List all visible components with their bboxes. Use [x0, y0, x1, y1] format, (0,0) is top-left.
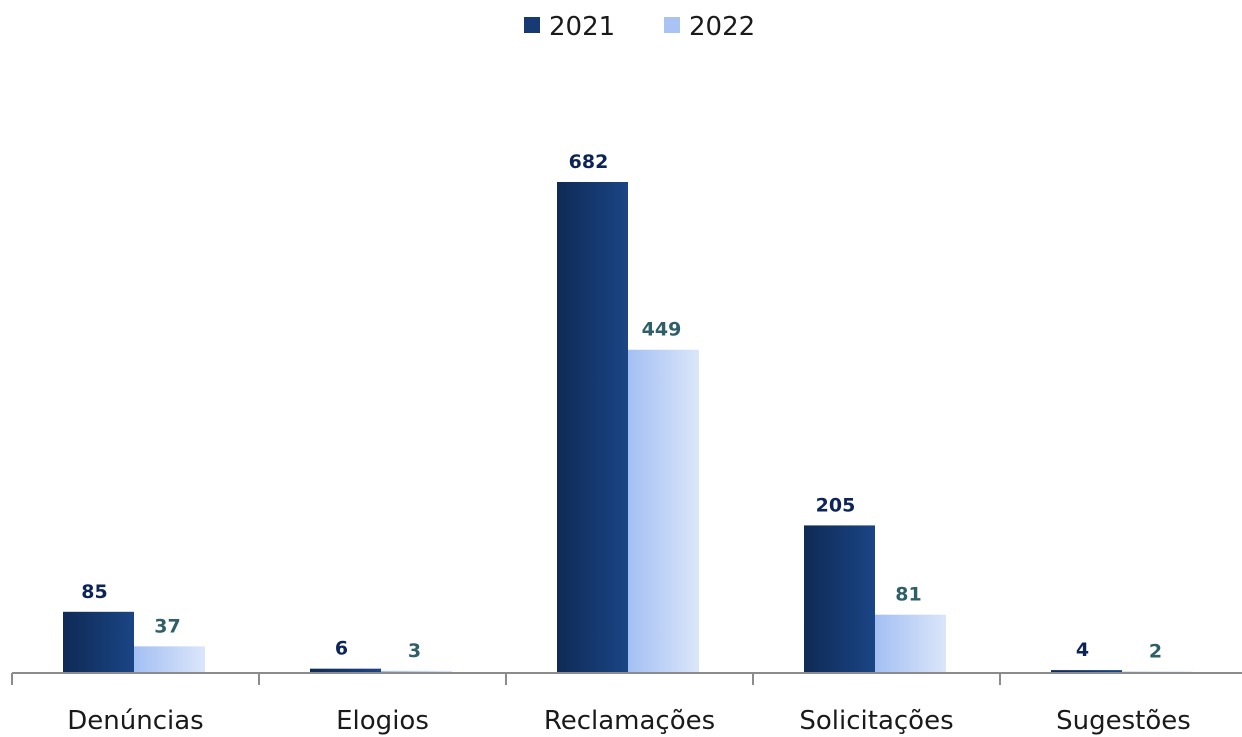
bar-2021-4: [1051, 670, 1122, 673]
bars-group: [63, 182, 1193, 673]
category-label-1: Elogios: [336, 706, 429, 736]
value-label-2021-4: 4: [1076, 639, 1089, 661]
bar-2022-0: [134, 646, 205, 673]
value-label-2021-2: 682: [569, 151, 609, 173]
legend-label-2021: 2021: [549, 12, 615, 42]
legend: 2021 2022: [524, 12, 755, 42]
bar-2021-3: [804, 525, 875, 673]
legend-swatch-2022: [664, 17, 680, 33]
category-label-0: Denúncias: [67, 706, 203, 736]
bar-2022-1: [381, 670, 452, 673]
bar-2021-1: [310, 668, 381, 673]
legend-label-2022: 2022: [689, 12, 755, 42]
x-axis: [11, 672, 1242, 685]
value-label-2022-1: 3: [408, 640, 421, 662]
bar-2021-2: [557, 182, 628, 673]
category-label-2: Reclamações: [544, 706, 715, 736]
bar-2022-2: [628, 349, 699, 673]
category-labels-group: Denúncias Elogios Reclamações Solicitações S…: [67, 706, 1191, 736]
value-label-2022-4: 2: [1149, 641, 1162, 663]
value-label-2022-2: 449: [642, 319, 682, 341]
value-label-2021-0: 85: [81, 581, 107, 603]
bar-2022-3: [875, 614, 946, 673]
value-label-2022-0: 37: [154, 615, 180, 637]
value-labels-group: 85 37 6 3 682 449 205 81 4 2: [81, 151, 1162, 663]
legend-swatch-2021: [524, 17, 540, 33]
category-label-4: Sugestões: [1056, 706, 1191, 736]
category-label-3: Solicitações: [799, 706, 953, 736]
value-label-2021-1: 6: [335, 638, 348, 660]
value-label-2022-3: 81: [895, 584, 921, 606]
value-label-2021-3: 205: [816, 494, 856, 516]
bar-2021-0: [63, 611, 134, 673]
